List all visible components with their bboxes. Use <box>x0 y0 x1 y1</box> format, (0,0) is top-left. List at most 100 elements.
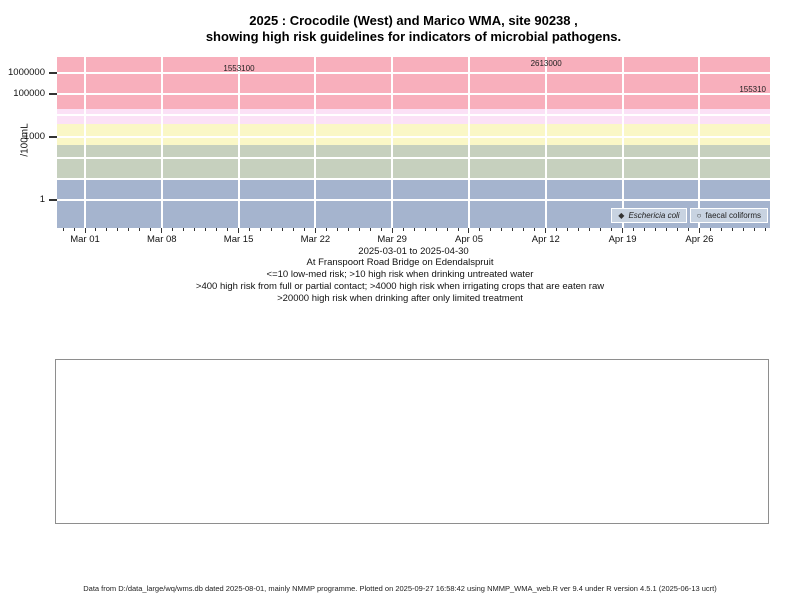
h-gridline <box>57 156 770 159</box>
x-tick-minor <box>413 228 415 231</box>
x-tick-minor <box>336 228 338 231</box>
x-tick-minor <box>589 228 591 231</box>
x-tick-label: Apr 05 <box>454 234 483 245</box>
x-tick-minor <box>611 228 613 231</box>
y-tick <box>49 93 57 96</box>
x-tick-minor <box>457 228 459 231</box>
h-gridline <box>57 72 770 74</box>
v-gridline <box>314 57 317 228</box>
footer-note: Data from D:/data_large/wq/wms.db dated … <box>83 584 717 593</box>
x-tick-minor <box>742 228 744 231</box>
x-tick-minor <box>292 228 294 231</box>
plot-area: ◆ Eschericia coli ○ faecal coliforms 155… <box>57 57 770 228</box>
caption-risk-line-1: <=10 low-med risk; >10 high risk when dr… <box>266 269 534 280</box>
x-tick-major <box>468 228 470 233</box>
x-tick-major <box>161 228 163 233</box>
x-tick-minor <box>139 228 141 231</box>
x-tick-minor <box>479 228 481 231</box>
x-tick-label: Mar 01 <box>70 234 100 245</box>
x-tick-minor <box>358 228 360 231</box>
x-tick-minor <box>764 228 766 231</box>
data-point-label: 2613000 <box>530 59 562 69</box>
v-gridline <box>467 57 470 228</box>
risk-band <box>57 109 770 124</box>
x-tick-minor <box>676 228 678 231</box>
x-tick-label: Apr 19 <box>608 234 637 245</box>
x-tick-label: Apr 26 <box>685 234 714 245</box>
x-tick-major <box>391 228 393 233</box>
x-tick-minor <box>281 228 283 231</box>
x-tick-minor <box>578 228 580 231</box>
x-tick-minor <box>501 228 503 231</box>
x-tick-minor <box>128 228 130 231</box>
x-tick-label: Mar 22 <box>300 234 331 245</box>
x-tick-major <box>545 228 547 233</box>
caption-risk-line-2: >400 high risk from full or partial cont… <box>195 281 605 292</box>
x-tick-minor <box>556 228 558 231</box>
y-tick-label: 1 <box>39 194 45 206</box>
empty-panel <box>55 359 769 524</box>
risk-band <box>57 123 770 146</box>
legend-label-faecal-coliforms: faecal coliforms <box>705 211 761 220</box>
caption-risk-line-3: >20000 high risk when drinking after onl… <box>277 293 523 304</box>
chart-title-line2: showing high risk guidelines for indicat… <box>205 29 622 44</box>
v-gridline <box>544 57 547 228</box>
filled-diamond-icon: ◆ <box>618 210 625 220</box>
x-tick-minor <box>753 228 755 231</box>
x-tick-minor <box>205 228 207 231</box>
x-tick-minor <box>731 228 733 231</box>
x-tick-minor <box>402 228 404 231</box>
x-tick-major <box>84 228 86 233</box>
h-gridline <box>57 135 770 138</box>
chart-title-line1: 2025 : Crocodile (West) and Marico WMA, … <box>249 13 578 28</box>
x-tick-minor <box>424 228 426 231</box>
x-tick-minor <box>380 228 382 231</box>
x-tick-minor <box>600 228 602 231</box>
x-tick-minor <box>73 228 75 231</box>
x-tick-minor <box>249 228 251 231</box>
x-tick-label: Mar 15 <box>223 234 254 245</box>
x-tick-minor <box>117 228 119 231</box>
x-tick-minor <box>435 228 437 231</box>
x-tick-minor <box>655 228 656 231</box>
h-gridline <box>57 178 770 180</box>
x-tick-minor <box>567 228 569 231</box>
h-gridline <box>57 199 770 202</box>
x-axis-range-label: 2025-03-01 to 2025-04-30 <box>358 246 469 257</box>
x-tick-minor <box>227 228 229 231</box>
x-tick-minor <box>720 228 722 231</box>
v-gridline <box>84 57 86 228</box>
v-gridline <box>698 57 701 228</box>
v-gridline <box>391 57 394 228</box>
risk-band <box>57 57 770 110</box>
x-tick-minor <box>303 228 305 231</box>
x-tick-label: Mar 08 <box>147 234 177 245</box>
x-tick-minor <box>687 228 689 231</box>
x-tick-minor <box>512 228 514 231</box>
x-tick-minor <box>633 228 635 231</box>
legend-entry-ecoli: ◆ Eschericia coli <box>611 208 687 223</box>
x-tick-minor <box>172 228 174 231</box>
x-tick-minor <box>325 228 327 231</box>
x-tick-minor <box>216 228 218 231</box>
x-tick-minor <box>369 228 371 231</box>
data-point-label: 155310 <box>739 85 767 95</box>
x-tick-minor <box>95 228 97 231</box>
v-gridline <box>160 57 163 228</box>
y-tick <box>49 72 57 74</box>
y-tick-label: 1000000 <box>8 67 45 78</box>
h-gridline <box>57 114 770 117</box>
risk-band <box>57 145 770 179</box>
y-tick-label: 1000 <box>23 130 45 142</box>
open-circle-icon: ○ <box>696 210 702 220</box>
x-tick-major <box>314 228 316 233</box>
x-tick-minor <box>150 228 152 231</box>
x-tick-minor <box>260 228 262 231</box>
x-tick-minor <box>446 228 448 231</box>
x-tick-major <box>622 228 624 233</box>
x-tick-minor <box>644 228 646 231</box>
x-tick-minor <box>665 228 667 231</box>
y-tick <box>49 199 57 202</box>
v-gridline <box>237 57 240 228</box>
x-tick-minor <box>183 228 185 231</box>
